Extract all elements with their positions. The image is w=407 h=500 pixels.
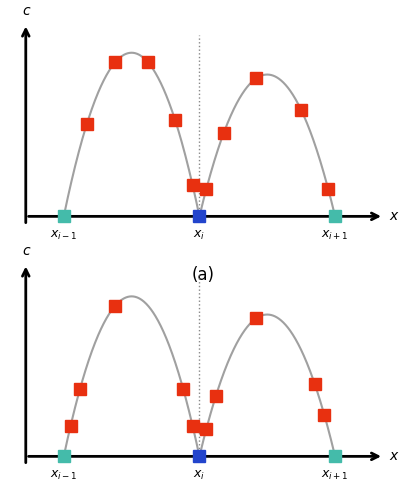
Text: (a): (a) [192, 266, 215, 284]
Text: $x_{i-1}$: $x_{i-1}$ [50, 229, 78, 242]
Text: $x_{i+1}$: $x_{i+1}$ [321, 469, 349, 482]
Text: c: c [22, 244, 30, 258]
Text: c: c [22, 4, 30, 18]
Text: x: x [389, 450, 398, 464]
Text: $x_i$: $x_i$ [193, 229, 206, 242]
Text: $x_i$: $x_i$ [193, 469, 206, 482]
Text: x: x [389, 210, 398, 224]
Text: $x_{i-1}$: $x_{i-1}$ [50, 469, 78, 482]
Text: $x_{i+1}$: $x_{i+1}$ [321, 229, 349, 242]
